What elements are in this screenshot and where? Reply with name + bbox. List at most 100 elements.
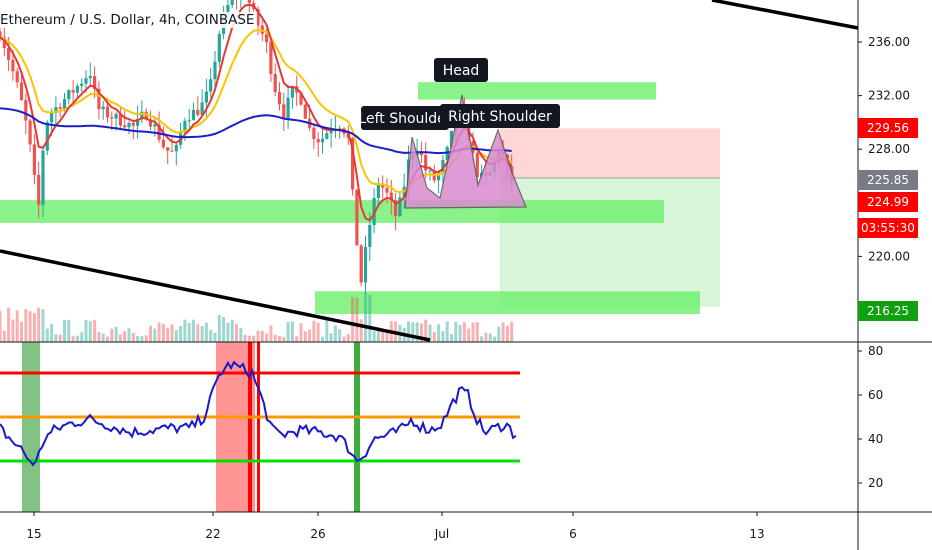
volume-bar (256, 330, 260, 342)
x-tick-label: Jul (434, 527, 449, 541)
volume-bar (20, 321, 23, 342)
trendline-lower (0, 249, 431, 342)
volume-bar (149, 325, 152, 342)
rsi-line (0, 360, 517, 467)
volume-bar (333, 325, 337, 342)
volume-bar (7, 307, 11, 342)
volume-bar (106, 336, 109, 342)
volume-bar (157, 322, 161, 342)
volume-bar (419, 323, 423, 342)
price-tag-label: 229.56 (867, 121, 909, 135)
candle-body (200, 102, 204, 115)
rsi-signal-band (257, 342, 260, 512)
volume-bar (269, 325, 273, 342)
volume-bar (278, 336, 281, 342)
candle-body (226, 5, 230, 14)
volume-bar (144, 335, 148, 342)
volume-bar (493, 336, 496, 342)
volume-bar (329, 333, 333, 342)
volume-bar (28, 311, 32, 342)
candle-body (50, 112, 54, 123)
candle-body (299, 92, 303, 105)
volume-bar (445, 321, 449, 342)
volume-bar (209, 329, 213, 342)
volume-bar (325, 319, 329, 342)
candle-body (282, 104, 286, 119)
candle-body (286, 97, 290, 119)
trendline-upper (711, 0, 859, 30)
candle-body (58, 107, 62, 109)
volume-bar (80, 332, 84, 342)
volume-bar (290, 321, 294, 342)
price-tag-label: 224.99 (867, 195, 909, 209)
y-tick-label: 220.00 (868, 249, 910, 263)
volume-bar (411, 322, 415, 342)
candle-body (398, 197, 402, 216)
candle-body (114, 113, 118, 119)
volume-bar (15, 310, 19, 342)
rsi-signal-band (248, 342, 252, 512)
candle-body (41, 150, 45, 205)
volume-bar (11, 319, 15, 342)
y-tick-label: 228.00 (868, 142, 910, 156)
volume-bar (282, 336, 286, 342)
volume-bar (101, 333, 105, 342)
x-tick-label: 15 (26, 527, 41, 541)
volume-bar (424, 319, 428, 342)
candle-body (359, 245, 363, 283)
candle-body (196, 109, 200, 115)
candle-body (381, 183, 385, 188)
volume-bar (217, 314, 221, 342)
volume-bar (467, 328, 471, 342)
annotation-box (361, 106, 449, 130)
candle-body (71, 90, 75, 93)
candle-body (37, 174, 41, 205)
volume-bar (351, 297, 355, 342)
volume-bar (321, 336, 324, 342)
volume-bar (454, 321, 458, 342)
volume-bar (110, 328, 114, 342)
candles-layer (0, 0, 514, 294)
candle-body (273, 73, 277, 93)
volume-bar (316, 322, 320, 342)
candle-body (80, 83, 84, 86)
candle-body (131, 122, 135, 126)
volume-bar (432, 331, 436, 342)
chart-title: Ethereum / U.S. Dollar, 4h, COINBASE (0, 12, 258, 28)
candle-body (15, 71, 19, 83)
volume-bar (510, 321, 514, 342)
candle-body (0, 31, 2, 38)
candle-body (2, 37, 6, 49)
volume-bar (192, 319, 195, 342)
volume-bar (364, 292, 367, 342)
candle-body (24, 100, 28, 121)
head-shoulders-pattern (404, 94, 527, 209)
candle-body (144, 111, 148, 120)
candle-body (269, 42, 273, 74)
volume-bar (372, 331, 376, 342)
ma-mid-line (0, 29, 513, 194)
volume-bar (243, 334, 247, 342)
volume-bar (127, 328, 131, 342)
price-tag-label: 03:55:30 (861, 221, 915, 235)
candle-body (389, 192, 393, 201)
candle-body (75, 85, 79, 93)
candle-body (191, 109, 196, 121)
volume-bar (140, 336, 144, 342)
volume-bar (136, 336, 140, 342)
volume-bar (196, 324, 200, 342)
volume-bar (462, 322, 466, 342)
candle-body (28, 120, 32, 145)
candle-body (161, 139, 165, 148)
annotation-box (434, 58, 488, 82)
candle-body (127, 122, 131, 128)
volume-bar (247, 335, 251, 342)
candle-body (140, 111, 144, 119)
volume-layer (0, 292, 514, 342)
volume-bar (450, 334, 453, 342)
candle-body (437, 173, 441, 181)
candle-body (372, 197, 376, 225)
volume-bar (226, 322, 230, 342)
price-tag-label: 216.25 (867, 304, 909, 318)
